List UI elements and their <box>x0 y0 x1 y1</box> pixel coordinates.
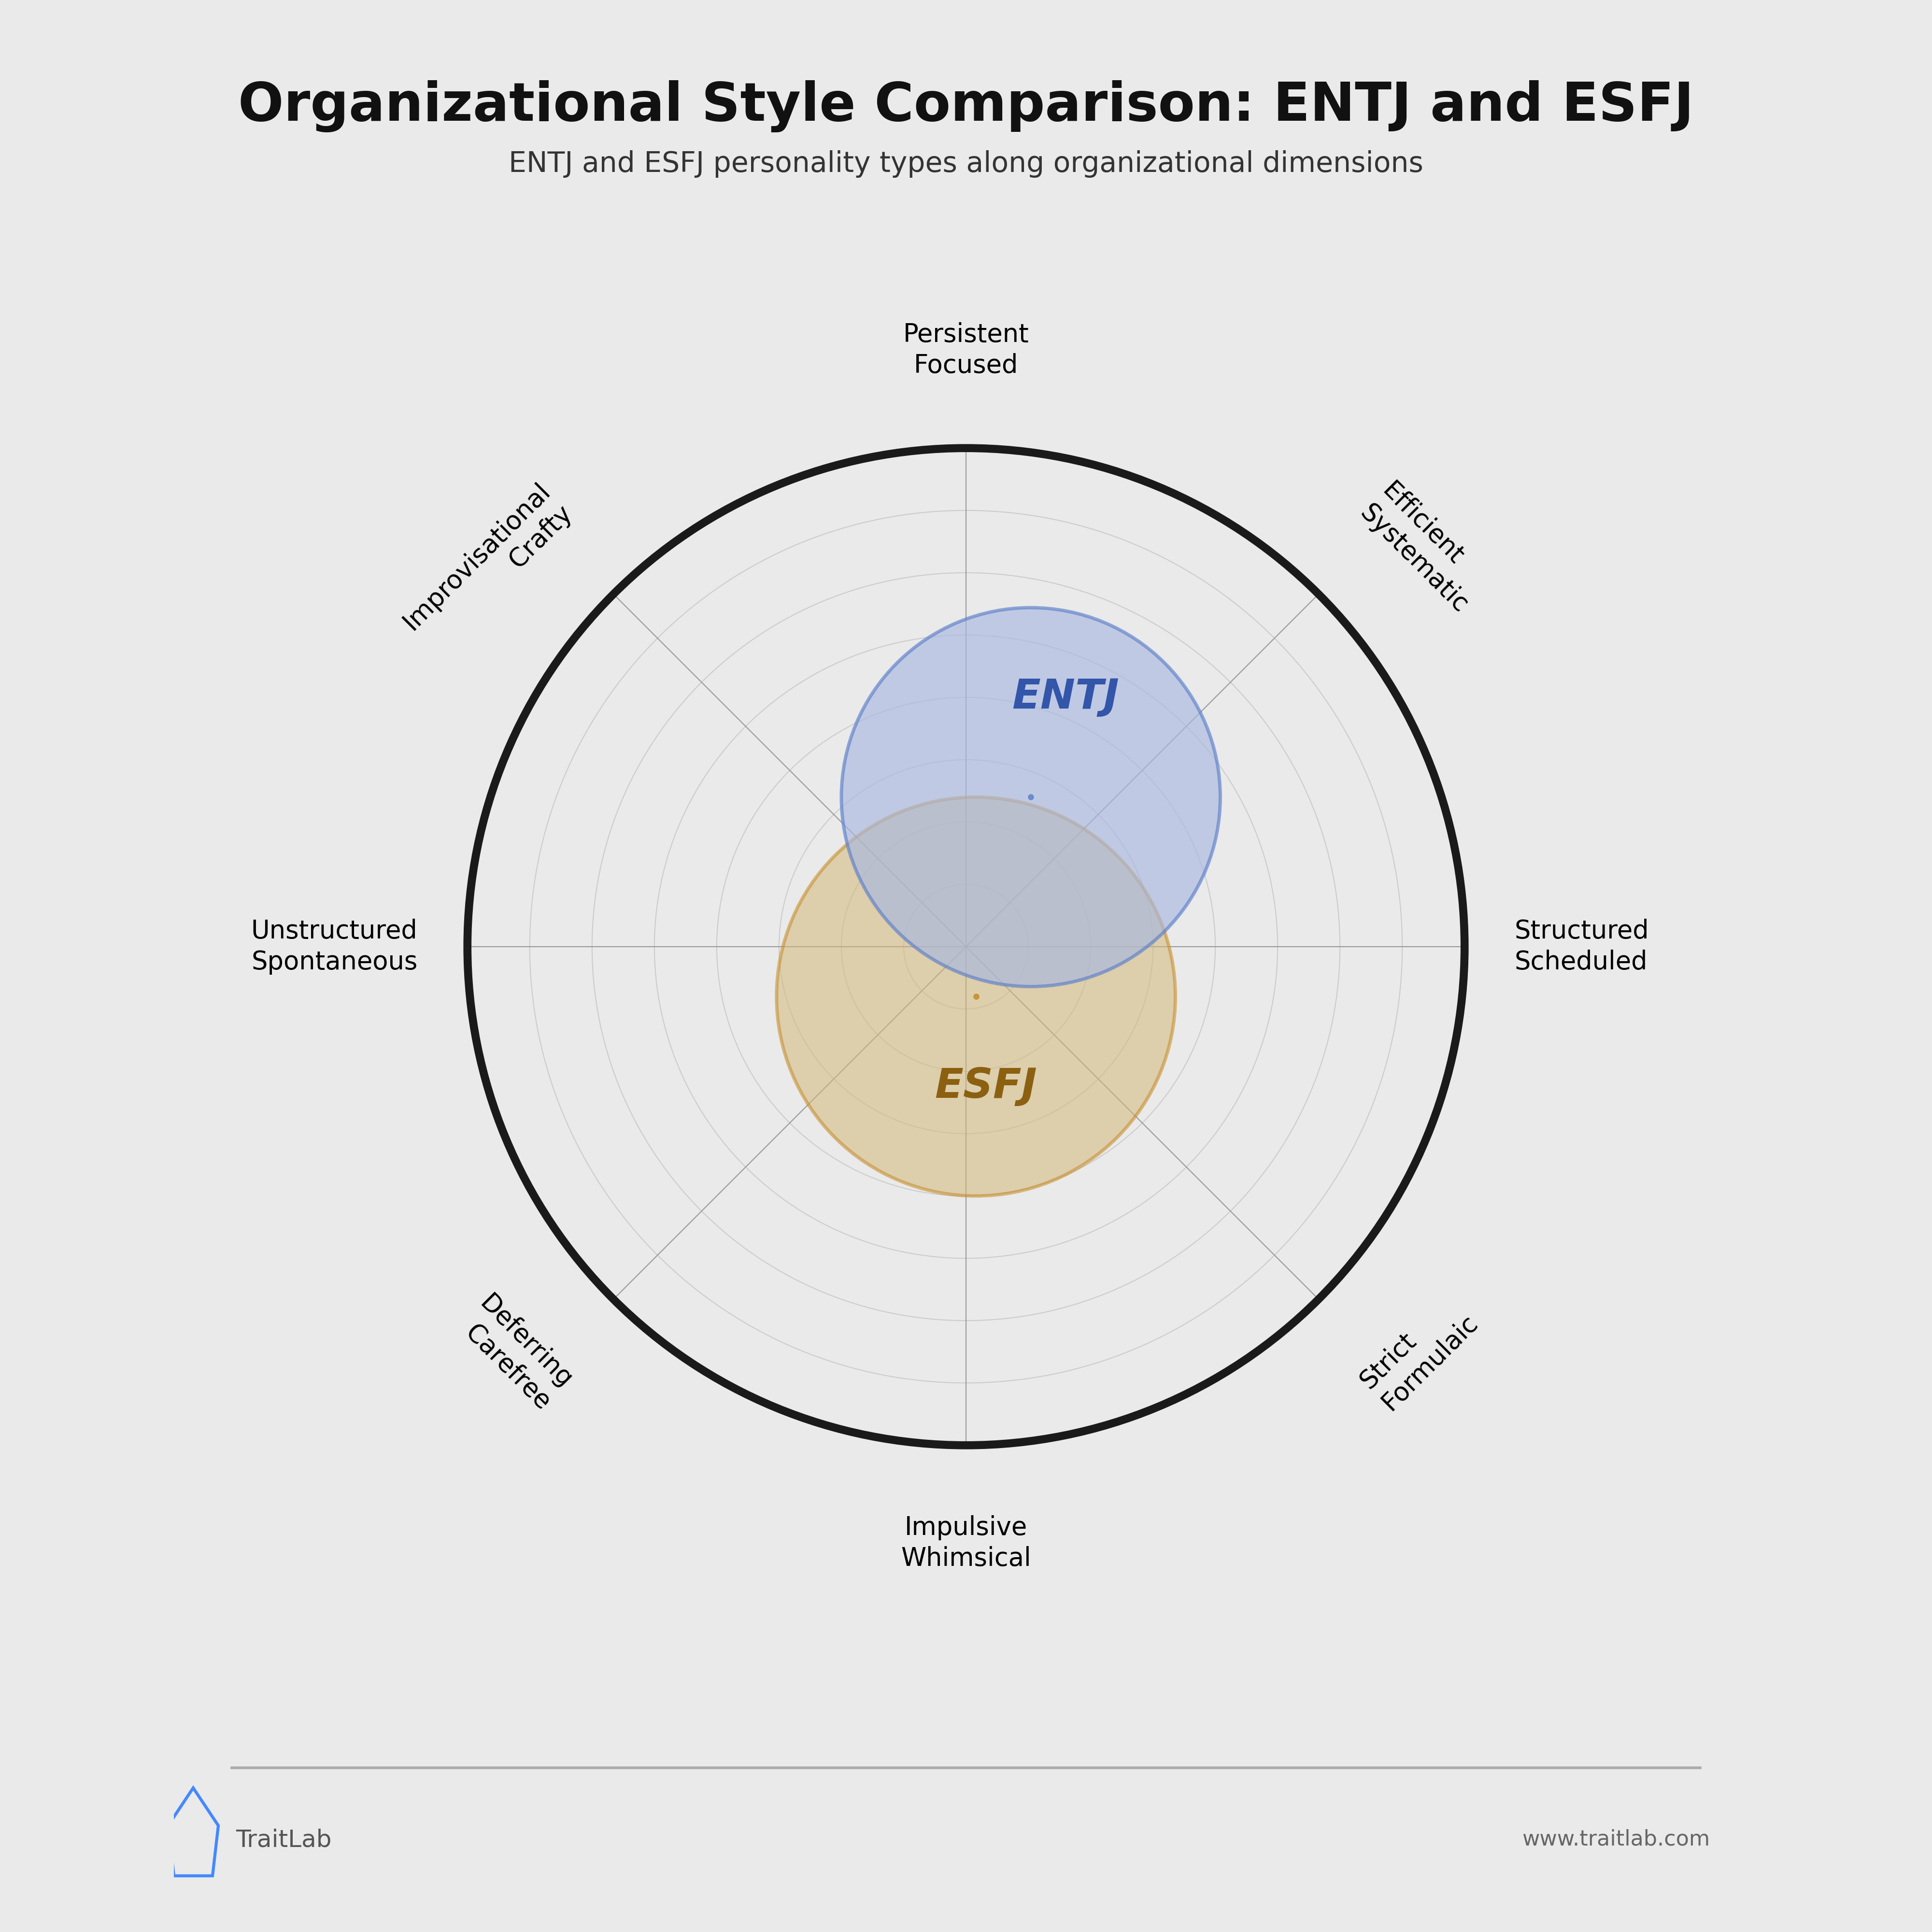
Circle shape <box>777 798 1175 1196</box>
Text: www.traitlab.com: www.traitlab.com <box>1522 1830 1710 1849</box>
Text: Improvisational
Crafty: Improvisational Crafty <box>398 477 578 657</box>
Text: Impulsive
Whimsical: Impulsive Whimsical <box>900 1515 1032 1571</box>
Text: ENTJ and ESFJ personality types along organizational dimensions: ENTJ and ESFJ personality types along or… <box>508 151 1424 178</box>
Text: Structured
Scheduled: Structured Scheduled <box>1515 918 1650 976</box>
Text: Efficient
Systematic: Efficient Systematic <box>1354 477 1495 618</box>
Text: Organizational Style Comparison: ENTJ and ESFJ: Organizational Style Comparison: ENTJ an… <box>238 79 1694 131</box>
Text: Unstructured
Spontaneous: Unstructured Spontaneous <box>251 918 417 976</box>
Text: ESFJ: ESFJ <box>935 1066 1037 1107</box>
Circle shape <box>840 609 1221 987</box>
Text: Persistent
Focused: Persistent Focused <box>902 323 1030 379</box>
Text: ENTJ: ENTJ <box>1012 678 1119 717</box>
Text: Deferring
Carefree: Deferring Carefree <box>452 1291 578 1416</box>
Text: TraitLab: TraitLab <box>236 1828 332 1851</box>
Text: Strict
Formulaic: Strict Formulaic <box>1354 1289 1482 1416</box>
